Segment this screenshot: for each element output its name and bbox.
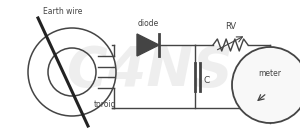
Text: diode: diode [137, 19, 159, 28]
Text: meter: meter [259, 68, 281, 78]
Text: toroid: toroid [94, 100, 117, 109]
Polygon shape [137, 34, 159, 56]
Text: RV: RV [225, 22, 236, 31]
Text: C: C [204, 76, 210, 85]
Circle shape [232, 47, 300, 123]
Text: C4NS: C4NS [67, 44, 233, 98]
Text: Earth wire: Earth wire [43, 7, 82, 16]
